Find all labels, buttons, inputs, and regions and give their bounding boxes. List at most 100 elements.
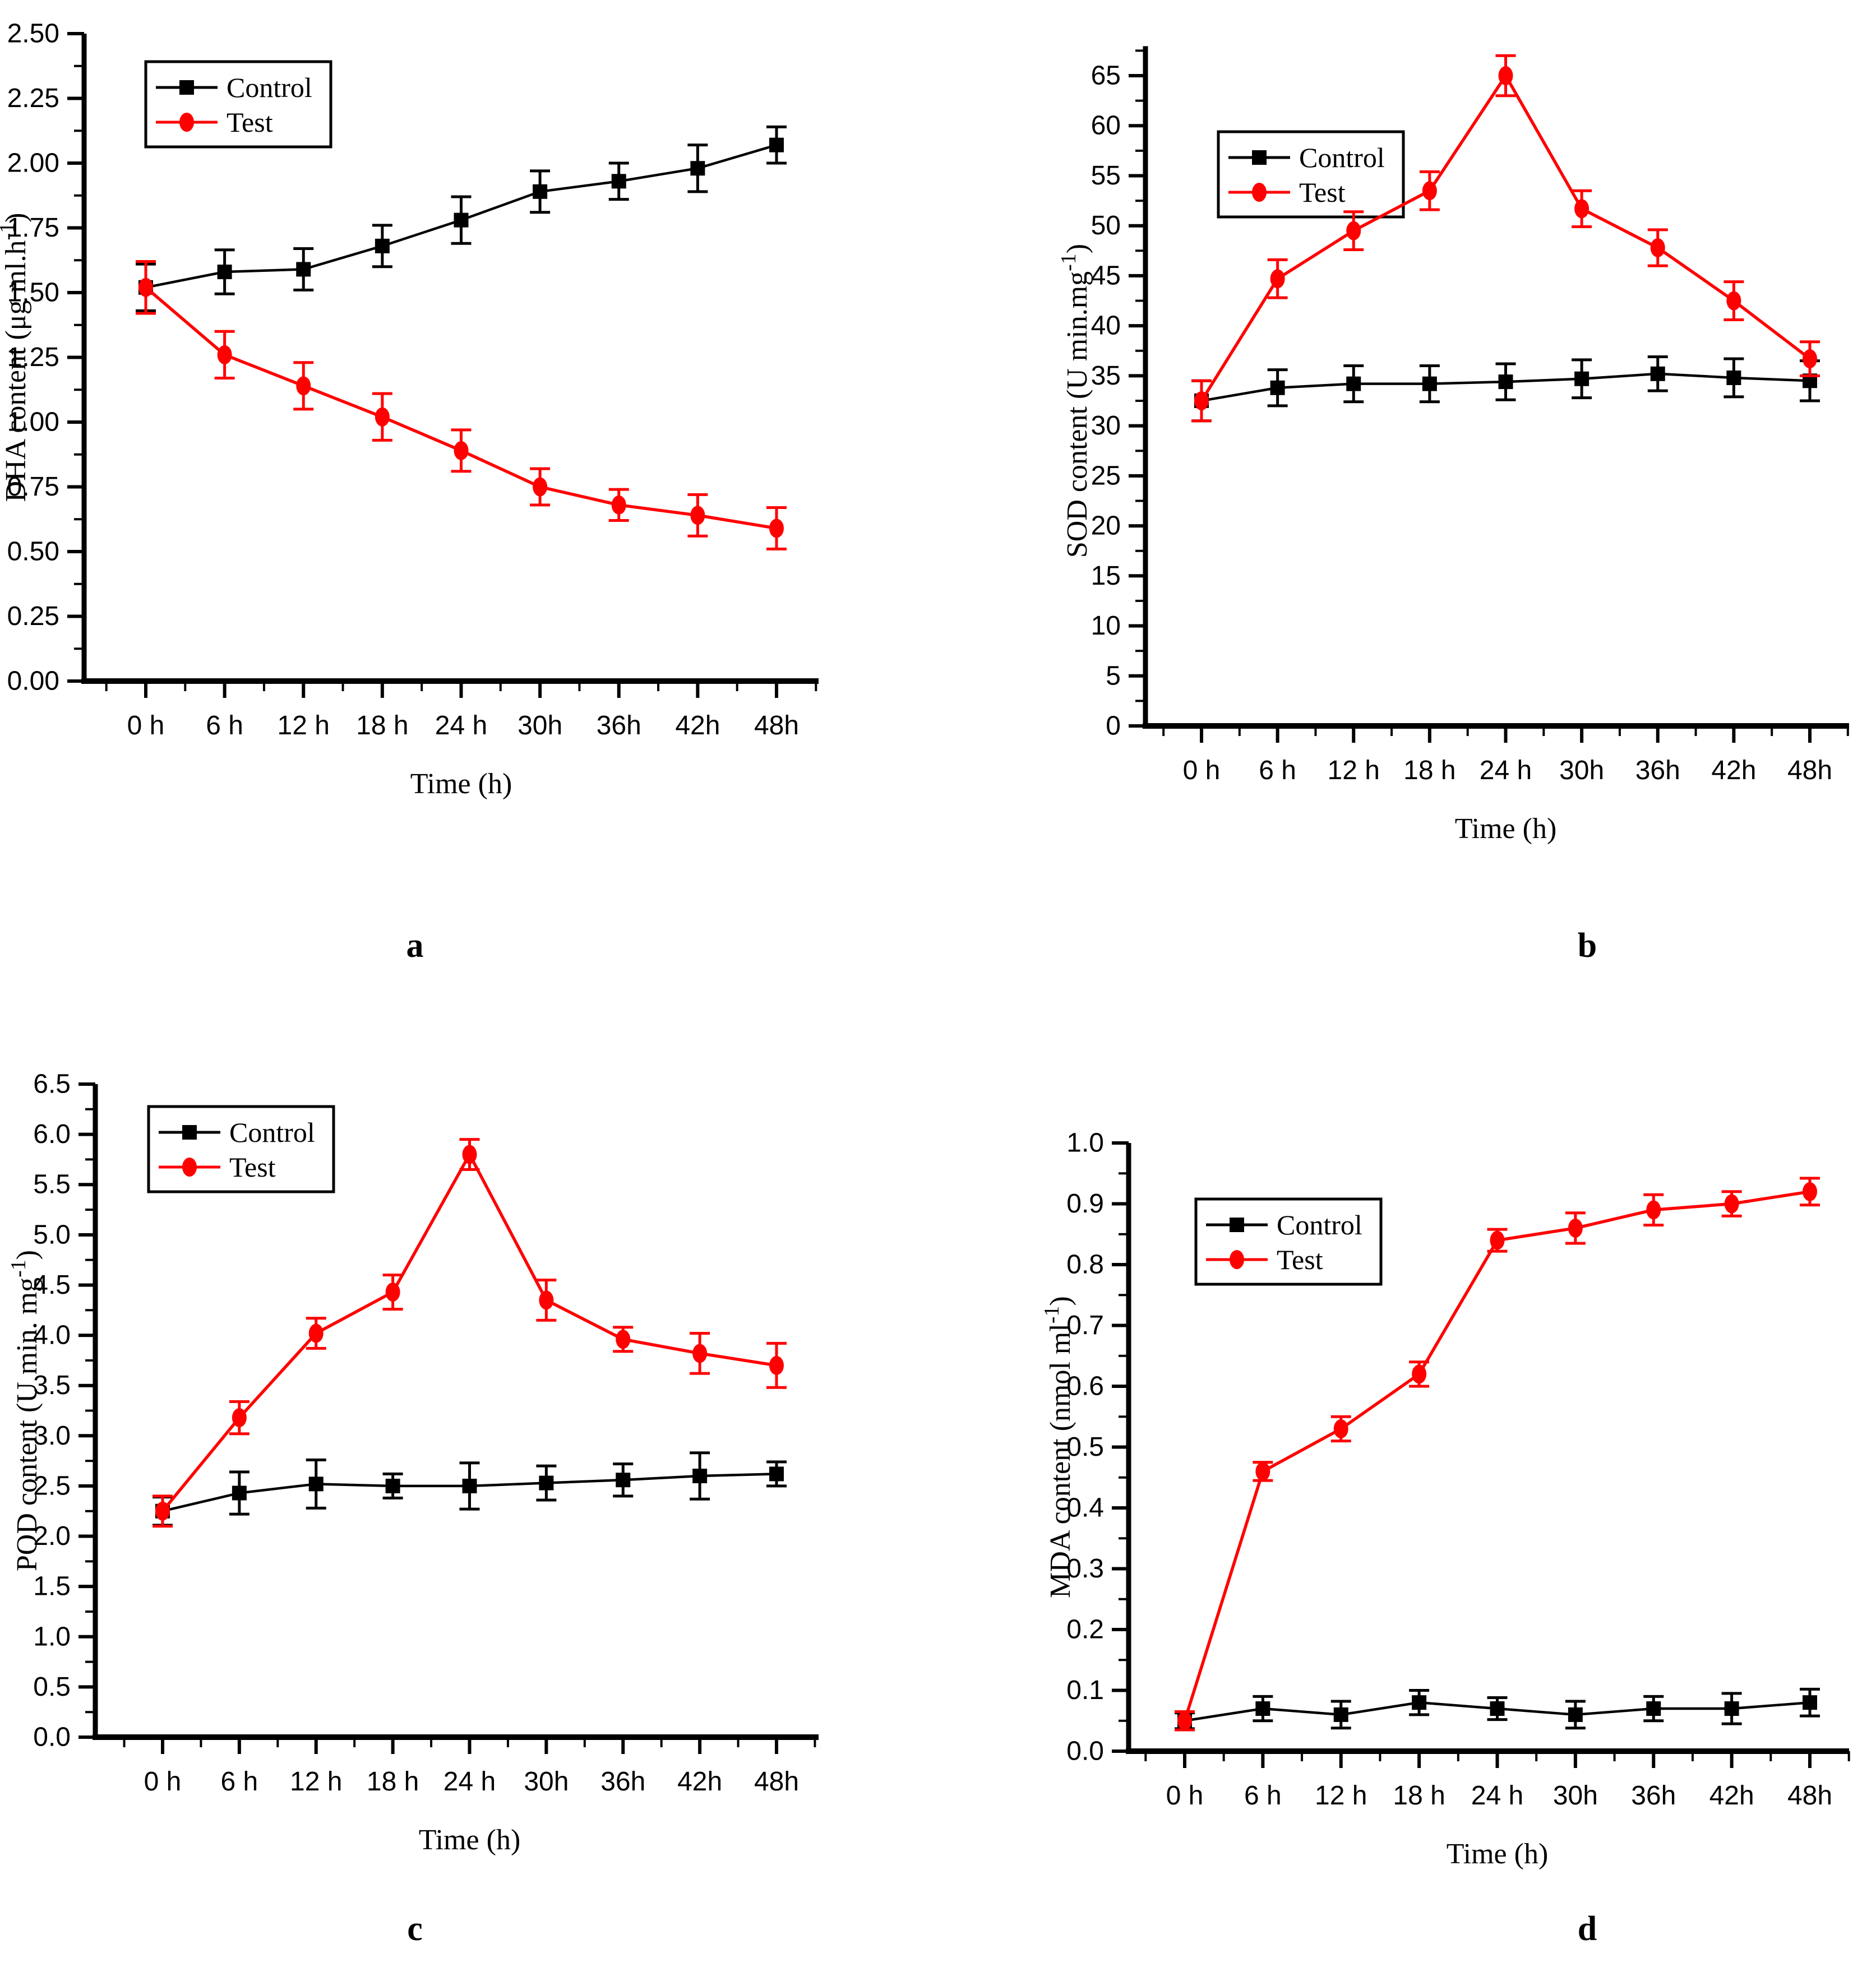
svg-text:0.6: 0.6 (1066, 1372, 1104, 1401)
svg-text:12 h: 12 h (1328, 756, 1380, 785)
svg-text:0.00: 0.00 (7, 667, 59, 696)
panel-a: 0 h 6 h 12 h 18 h 24 h 30h 36h 42h 48h 0.00 0.25 0.… (0, 0, 938, 983)
svg-text:0.0: 0.0 (1066, 1737, 1104, 1766)
svg-text:42h: 42h (675, 711, 720, 740)
svg-text:30h: 30h (517, 711, 562, 740)
svg-text:12 h: 12 h (278, 711, 330, 740)
svg-text:36h: 36h (597, 711, 641, 740)
svg-text:0.9: 0.9 (1066, 1189, 1104, 1219)
svg-text:18 h: 18 h (367, 1767, 419, 1797)
svg-text:0 h: 0 h (127, 711, 165, 740)
svg-text:48h: 48h (1787, 1781, 1832, 1811)
svg-text:2.00: 2.00 (7, 149, 59, 178)
svg-text:0: 0 (1106, 711, 1121, 741)
svg-text:6 h: 6 h (1259, 756, 1296, 785)
svg-text:0.75: 0.75 (7, 472, 59, 502)
svg-text:10: 10 (1091, 611, 1121, 641)
svg-text:Time (h): Time (h) (1455, 813, 1557, 845)
svg-text:2.50: 2.50 (7, 19, 59, 49)
svg-text:6.0: 6.0 (33, 1119, 71, 1149)
svg-text:60: 60 (1091, 111, 1121, 141)
panel-d: 0 h 6 h 12 h 18 h 24 h 30h 36h 42h 48h 0.0 0.1 0.2 0… (938, 983, 1876, 1967)
svg-text:6 h: 6 h (206, 711, 243, 740)
svg-text:5.0: 5.0 (33, 1220, 71, 1249)
svg-text:65: 65 (1091, 61, 1121, 91)
svg-text:36h: 36h (1631, 1781, 1676, 1811)
svg-text:35: 35 (1091, 361, 1121, 391)
svg-text:Test: Test (229, 1151, 276, 1183)
svg-text:0.2: 0.2 (1066, 1615, 1104, 1645)
svg-text:2.0: 2.0 (33, 1521, 71, 1551)
svg-text:4.0: 4.0 (33, 1321, 71, 1350)
svg-text:Time (h): Time (h) (419, 1824, 521, 1856)
svg-text:1.5: 1.5 (33, 1572, 71, 1602)
svg-text:0.3: 0.3 (1066, 1554, 1104, 1584)
svg-text:1.0: 1.0 (33, 1622, 71, 1651)
svg-text:2.5: 2.5 (33, 1471, 71, 1501)
dha-content-chart: 0 h 6 h 12 h 18 h 24 h 30h 36h 42h 48h 0.00 0.25 0.… (0, 19, 819, 800)
svg-text:POD content (U min. mg-1): POD content (U min. mg-1) (7, 1250, 43, 1571)
svg-text:18 h: 18 h (1393, 1781, 1445, 1811)
svg-text:0.1: 0.1 (1066, 1676, 1104, 1705)
svg-text:Test: Test (227, 107, 273, 138)
svg-text:1.00: 1.00 (7, 408, 59, 437)
svg-text:24 h: 24 h (443, 1767, 496, 1797)
svg-text:48h: 48h (754, 711, 799, 740)
svg-text:18 h: 18 h (356, 711, 408, 740)
svg-text:Test: Test (1299, 177, 1346, 208)
svg-text:30h: 30h (524, 1767, 569, 1797)
svg-text:5.5: 5.5 (33, 1170, 71, 1200)
svg-text:0 h: 0 h (144, 1767, 182, 1797)
svg-text:Control: Control (227, 72, 312, 103)
svg-text:0.25: 0.25 (7, 601, 59, 631)
svg-text:24 h: 24 h (1480, 756, 1532, 785)
svg-text:Time (h): Time (h) (410, 768, 512, 800)
svg-text:5: 5 (1106, 661, 1121, 691)
svg-text:Time (h): Time (h) (1447, 1838, 1549, 1870)
svg-text:2.25: 2.25 (7, 84, 59, 113)
svg-text:36h: 36h (600, 1767, 645, 1797)
svg-text:Test: Test (1277, 1244, 1323, 1275)
sod-content-chart: 0 h 6 h 12 h 18 h 24 h 30h 36h 42h 48h 0 5 10 15 20 25… (1057, 46, 1849, 845)
svg-text:3.0: 3.0 (33, 1421, 71, 1451)
svg-text:0.8: 0.8 (1066, 1250, 1104, 1280)
svg-text:6 h: 6 h (1244, 1781, 1282, 1811)
svg-text:SOD content (U min.mg-1): SOD content (U min.mg-1) (1057, 244, 1093, 558)
svg-text:6.5: 6.5 (33, 1070, 71, 1099)
svg-text:DHA content (μg ml.h-1): DHA content (μg ml.h-1) (0, 213, 32, 502)
svg-text:36h: 36h (1635, 756, 1680, 785)
svg-text:25: 25 (1091, 461, 1121, 490)
svg-text:0.4: 0.4 (1066, 1493, 1104, 1523)
svg-text:0 h: 0 h (1183, 756, 1221, 785)
pod-content-chart: 0 h 6 h 12 h 18 h 24 h 30h 36h 42h 48h 0.0 0.5 1.0 1… (7, 1070, 819, 1856)
svg-text:45: 45 (1091, 261, 1121, 290)
panel-letter-c: c (407, 1910, 423, 1948)
svg-text:40: 40 (1091, 311, 1121, 341)
svg-text:1.75: 1.75 (7, 213, 59, 243)
svg-text:24 h: 24 h (1471, 1781, 1523, 1811)
svg-text:3.5: 3.5 (33, 1371, 71, 1400)
svg-text:Control: Control (1277, 1209, 1362, 1241)
svg-text:0.5: 0.5 (1066, 1432, 1104, 1462)
svg-text:42h: 42h (1709, 1781, 1754, 1811)
svg-text:6 h: 6 h (221, 1767, 258, 1797)
panel-b: 0 h 6 h 12 h 18 h 24 h 30h 36h 42h 48h 0 5 10 15 20 25… (938, 0, 1876, 983)
mda-content-chart: 0 h 6 h 12 h 18 h 24 h 30h 36h 42h 48h 0.0 0.1 0.2 0… (1040, 1128, 1850, 1870)
panel-letter-d: d (1577, 1910, 1597, 1948)
panel-c: 0 h 6 h 12 h 18 h 24 h 30h 36h 42h 48h 0.0 0.5 1.0 1… (0, 983, 938, 1967)
svg-text:1.50: 1.50 (7, 278, 59, 308)
svg-text:48h: 48h (754, 1767, 799, 1797)
svg-text:1.25: 1.25 (7, 343, 59, 372)
svg-text:1.0: 1.0 (1066, 1128, 1104, 1158)
panel-letter-b: b (1577, 927, 1597, 965)
svg-text:24 h: 24 h (435, 711, 487, 740)
svg-text:15: 15 (1091, 561, 1121, 591)
svg-text:MDA content (nmol ml-1): MDA content (nmol ml-1) (1040, 1296, 1076, 1598)
svg-text:12 h: 12 h (290, 1767, 342, 1797)
svg-text:42h: 42h (1711, 756, 1756, 785)
svg-text:4.5: 4.5 (33, 1270, 71, 1300)
svg-text:20: 20 (1091, 511, 1121, 541)
panel-letter-a: a (406, 927, 424, 965)
svg-text:18 h: 18 h (1403, 756, 1455, 785)
